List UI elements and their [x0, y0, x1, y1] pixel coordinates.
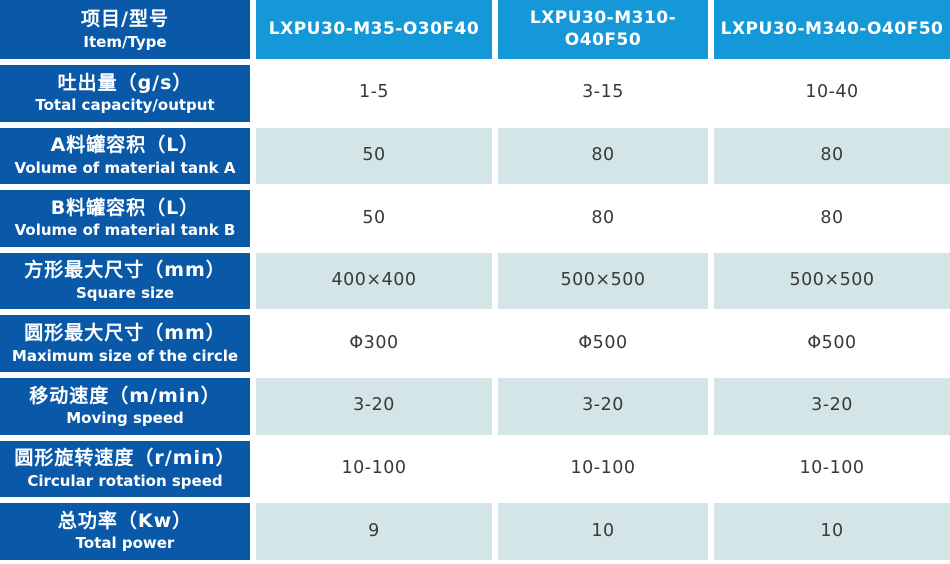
row-label-zh: 移动速度（m/min） — [29, 384, 221, 407]
model-header-2: LXPU30-M310-O40F50 — [498, 0, 708, 59]
row-label-en: Volume of material tank A — [14, 158, 236, 177]
value-cell: 500×500 — [714, 252, 950, 310]
value-cell: 3-20 — [256, 377, 492, 435]
row-label-total-capacity: 吐出量（g/s） Total capacity/output — [0, 65, 250, 122]
value-cell: 10-100 — [714, 440, 950, 498]
value-cell: 10 — [714, 503, 950, 560]
model-header-3: LXPU30-M340-O40F50 — [714, 0, 950, 59]
row-label-rotation-speed: 圆形旋转速度（r/min） Circular rotation speed — [0, 440, 250, 498]
value-cell: 10-40 — [714, 65, 950, 122]
row-label-square-size: 方形最大尺寸（mm） Square size — [0, 252, 250, 310]
value-cell: 3-20 — [498, 377, 708, 435]
value-cell: 400×400 — [256, 252, 492, 310]
row-label-en: Square size — [75, 284, 175, 303]
row-label-en: Circular rotation speed — [27, 471, 223, 490]
corner-header-zh: 项目/型号 — [81, 7, 169, 30]
row-label-zh: B料罐容积（L） — [50, 196, 200, 219]
row-label-moving-speed: 移动速度（m/min） Moving speed — [0, 377, 250, 435]
value-cell: 50 — [256, 127, 492, 185]
row-label-zh: A料罐容积（L） — [50, 134, 200, 157]
row-label-en: Total power — [75, 534, 175, 553]
row-label-en: Moving speed — [66, 409, 184, 428]
row-label-tank-a-volume: A料罐容积（L） Volume of material tank A — [0, 127, 250, 185]
row-label-zh: 圆形旋转速度（r/min） — [14, 447, 236, 470]
value-cell: 50 — [256, 190, 492, 247]
row-label-total-power: 总功率（Kw） Total power — [0, 503, 250, 560]
value-cell: 80 — [498, 127, 708, 185]
value-cell: 80 — [498, 190, 708, 247]
row-label-en: Volume of material tank B — [14, 221, 236, 240]
value-cell: 10-100 — [498, 440, 708, 498]
model-header-1: LXPU30-M35-O30F40 — [256, 0, 492, 59]
row-label-en: Maximum size of the circle — [11, 346, 239, 365]
corner-header-cell: 项目/型号 Item/Type — [0, 0, 250, 59]
value-cell: 1-5 — [256, 65, 492, 122]
row-label-zh: 方形最大尺寸（mm） — [24, 259, 226, 282]
value-cell: Φ500 — [498, 315, 708, 372]
value-cell: Φ500 — [714, 315, 950, 372]
row-label-zh: 吐出量（g/s） — [57, 71, 193, 94]
value-cell: Φ300 — [256, 315, 492, 372]
row-label-zh: 圆形最大尺寸（mm） — [24, 321, 226, 344]
value-cell: 3-15 — [498, 65, 708, 122]
value-cell: 80 — [714, 127, 950, 185]
corner-header-en: Item/Type — [83, 32, 167, 51]
value-cell: 3-20 — [714, 377, 950, 435]
row-label-tank-b-volume: B料罐容积（L） Volume of material tank B — [0, 190, 250, 247]
value-cell: 500×500 — [498, 252, 708, 310]
value-cell: 10 — [498, 503, 708, 560]
value-cell: 10-100 — [256, 440, 492, 498]
value-cell: 80 — [714, 190, 950, 247]
row-label-en: Total capacity/output — [35, 96, 215, 115]
value-cell: 9 — [256, 503, 492, 560]
row-label-circle-max-size: 圆形最大尺寸（mm） Maximum size of the circle — [0, 315, 250, 372]
row-label-zh: 总功率（Kw） — [57, 509, 193, 532]
